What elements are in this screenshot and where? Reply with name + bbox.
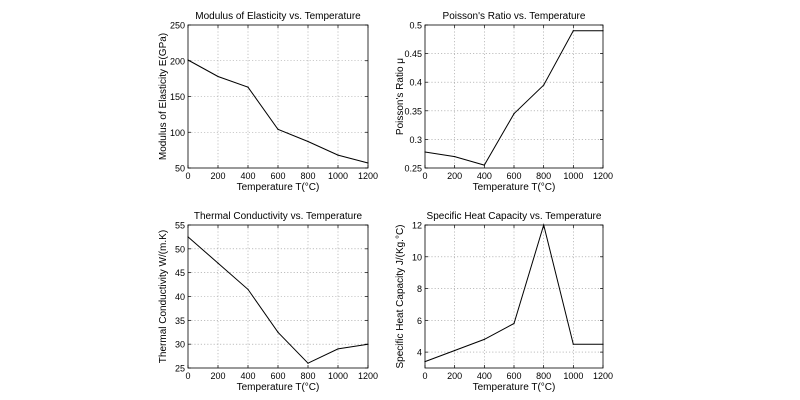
y-tick-label: 0.4: [409, 78, 422, 88]
x-tick-label: 0: [185, 171, 190, 181]
data-point: [454, 155, 456, 158]
x-axis-label: Temperature T(°C): [237, 382, 320, 393]
y-tick-label: 30: [175, 340, 185, 350]
x-tick-label: 600: [270, 371, 285, 381]
x-tick-label: 800: [536, 371, 551, 381]
chart-panel-conductivity: 0 200 400 600 800 1000 1200 25 30 35 40 45 50 55 Therm…: [158, 211, 378, 393]
x-tick-label: 1200: [593, 171, 613, 181]
data-point: [424, 151, 426, 153]
data-point: [513, 322, 515, 325]
data-point: [572, 30, 574, 32]
y-tick-label: 150: [170, 92, 185, 102]
data-point: [367, 343, 369, 345]
x-tick-label: 600: [270, 171, 285, 181]
chart-title: Thermal Conductivity vs. Temperature: [194, 211, 363, 222]
x-tick-label: 1200: [358, 171, 378, 181]
x-tick-label: 400: [477, 171, 492, 181]
x-axis-label: Temperature T(°C): [473, 382, 556, 393]
data-point: [277, 331, 279, 333]
x-tick-label: 1000: [328, 171, 348, 181]
x-tick-label: 200: [447, 371, 462, 381]
data-point: [483, 164, 485, 166]
data-point: [602, 30, 604, 32]
y-tick-label: 6: [417, 316, 422, 326]
x-tick-label: 200: [447, 171, 462, 181]
data-point: [513, 113, 515, 115]
x-tick-label: 400: [477, 371, 492, 381]
chart-panel-heat-capacity: 0 200 400 600 800 1000 1200 4 6 8 10 12 Specific Hea…: [395, 211, 613, 393]
data-point: [307, 362, 309, 364]
data-point: [367, 162, 369, 164]
x-tick-label: 0: [422, 371, 427, 381]
chart-panel-modulus: 0 200 400 600 800 1000 120050100150200250Modul…: [158, 11, 378, 193]
x-axis-label: Temperature T(°C): [237, 182, 320, 193]
x-tick-label: 0: [422, 171, 427, 181]
data-point: [187, 236, 189, 238]
x-tick-label: 1000: [563, 371, 583, 381]
x-axis-label: Temperature T(°C): [473, 182, 556, 193]
chart-title: Modulus of Elasticity vs. Temperature: [195, 11, 361, 22]
data-point: [247, 288, 249, 290]
y-axis-label: Poisson's Ratio μ: [395, 58, 406, 135]
y-tick-label: 55: [175, 221, 185, 231]
y-tick-label: 45: [175, 268, 185, 278]
y-tick-label: 200: [170, 56, 185, 66]
data-point: [424, 361, 426, 363]
data-point: [337, 348, 339, 350]
x-tick-label: 0: [185, 371, 190, 381]
data-point: [187, 59, 189, 61]
chart-panel-poisson: 0 200 400 600 800 1000 1200 0.25 0.3 0.35 0.4 0.45 0…: [395, 11, 613, 193]
data-point: [454, 349, 456, 352]
x-tick-label: 200: [210, 371, 225, 381]
y-tick-label: 4: [417, 348, 422, 358]
x-tick-label: 400: [240, 371, 255, 381]
y-tick-label: 40: [175, 292, 185, 302]
y-tick-label: 12: [412, 221, 422, 231]
x-tick-label: 800: [300, 371, 315, 381]
y-axis-label: Specific Heat Capacity J/(Kg.°C): [395, 224, 406, 368]
data-point: [602, 343, 604, 345]
data-point: [543, 224, 545, 226]
y-tick-label: 8: [417, 284, 422, 294]
y-tick-label: 0.3: [409, 135, 422, 145]
data-point: [483, 338, 485, 340]
data-point: [337, 154, 339, 156]
data-point: [307, 140, 309, 143]
data-point: [247, 86, 249, 88]
y-tick-label: 0.25: [404, 164, 422, 174]
y-tick-label: 50: [175, 244, 185, 254]
data-point: [543, 84, 545, 86]
y-tick-label: 25: [175, 364, 185, 374]
x-tick-label: 800: [300, 171, 315, 181]
y-tick-label: 0.35: [404, 106, 422, 116]
x-tick-label: 1000: [563, 171, 583, 181]
x-tick-label: 600: [506, 371, 521, 381]
x-tick-label: 600: [506, 171, 521, 181]
x-tick-label: 1000: [328, 371, 348, 381]
y-tick-label: 50: [175, 164, 185, 174]
chart-title: Poisson's Ratio vs. Temperature: [443, 11, 586, 22]
data-point: [217, 262, 219, 264]
x-tick-label: 200: [210, 171, 225, 181]
y-tick-label: 250: [170, 21, 185, 31]
y-tick-label: 10: [412, 252, 422, 262]
x-tick-label: 800: [536, 171, 551, 181]
y-tick-label: 0.45: [404, 49, 422, 59]
x-tick-label: 1200: [358, 371, 378, 381]
data-point: [572, 343, 574, 345]
y-tick-label: 35: [175, 316, 185, 326]
y-tick-label: 0.5: [409, 21, 422, 31]
data-point: [277, 128, 279, 130]
x-tick-label: 1200: [593, 371, 613, 381]
chart-title: Specific Heat Capacity vs. Temperature: [427, 211, 602, 222]
data-point: [217, 75, 219, 78]
y-axis-label: Thermal Conductivity W/(m.K): [158, 230, 169, 363]
y-axis-label: Modulus of Elasticity E(GPa): [158, 33, 169, 160]
x-tick-label: 400: [240, 171, 255, 181]
y-tick-label: 100: [170, 128, 185, 138]
